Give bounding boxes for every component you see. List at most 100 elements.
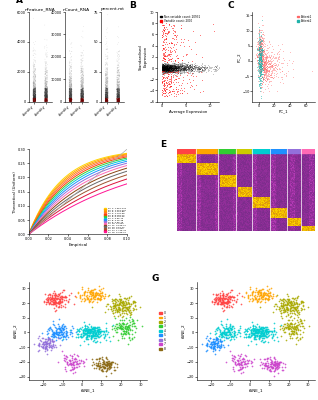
Point bbox=[212, 63, 217, 70]
Point bbox=[68, 93, 73, 100]
Point bbox=[200, 68, 205, 74]
Point bbox=[214, 63, 219, 70]
Point bbox=[70, 360, 75, 366]
Point bbox=[281, 329, 287, 335]
Point bbox=[31, 83, 36, 90]
Point bbox=[56, 328, 61, 335]
Point bbox=[162, 81, 167, 88]
Point bbox=[33, 96, 38, 102]
Point bbox=[107, 360, 112, 367]
Point bbox=[260, 49, 265, 56]
Point bbox=[259, 34, 264, 40]
Point bbox=[68, 98, 73, 105]
PC 12: 0.5e-12: (0.00402, 0.0158): 0.5e-12: (0.00402, 0.0158) bbox=[31, 228, 34, 232]
Point bbox=[178, 60, 183, 66]
Point bbox=[45, 93, 50, 99]
Point bbox=[79, 96, 84, 103]
Point bbox=[227, 293, 232, 299]
Point bbox=[162, 65, 167, 72]
Point bbox=[44, 92, 49, 98]
Point bbox=[116, 92, 121, 98]
Point bbox=[256, 58, 261, 64]
Point bbox=[114, 90, 120, 96]
Point bbox=[169, 67, 175, 73]
Point bbox=[164, 64, 169, 70]
Point bbox=[81, 89, 86, 95]
Point bbox=[168, 64, 173, 71]
Point bbox=[31, 90, 37, 96]
Point bbox=[123, 324, 128, 331]
Point bbox=[78, 81, 83, 87]
Point bbox=[31, 92, 37, 99]
Point bbox=[105, 367, 110, 373]
Point bbox=[162, 66, 167, 73]
Point bbox=[260, 52, 265, 58]
Point bbox=[164, 66, 169, 73]
Point bbox=[284, 73, 289, 79]
Point bbox=[32, 86, 38, 92]
Point bbox=[133, 299, 138, 305]
Point bbox=[164, 65, 169, 72]
Point bbox=[31, 98, 36, 104]
Point bbox=[257, 62, 262, 68]
Point bbox=[116, 67, 121, 74]
Point bbox=[44, 96, 49, 102]
Point bbox=[100, 366, 105, 372]
Point bbox=[31, 94, 36, 100]
Point bbox=[114, 96, 120, 103]
Point bbox=[79, 90, 84, 96]
Point bbox=[168, 66, 173, 73]
Point bbox=[79, 97, 84, 103]
Point bbox=[44, 95, 49, 102]
Point bbox=[167, 64, 172, 70]
Point bbox=[175, 69, 180, 76]
Point bbox=[264, 295, 269, 302]
Point bbox=[105, 74, 110, 80]
Point bbox=[116, 98, 121, 105]
Point bbox=[116, 96, 121, 102]
Point bbox=[190, 61, 195, 67]
Point bbox=[45, 98, 50, 104]
Point bbox=[204, 69, 209, 76]
Point bbox=[53, 299, 58, 305]
Point bbox=[69, 82, 74, 88]
Point bbox=[115, 94, 120, 100]
Point bbox=[285, 67, 290, 74]
Point bbox=[184, 64, 189, 71]
Point bbox=[105, 86, 110, 92]
Point bbox=[209, 64, 214, 71]
Point bbox=[116, 98, 121, 104]
Point bbox=[263, 333, 268, 340]
Point bbox=[31, 91, 36, 98]
Point bbox=[229, 323, 234, 330]
Point bbox=[164, 63, 169, 69]
Point bbox=[103, 89, 108, 96]
Point bbox=[160, 64, 165, 70]
Point bbox=[280, 366, 285, 373]
Point bbox=[43, 94, 48, 101]
Point bbox=[32, 94, 38, 100]
Point bbox=[116, 96, 121, 102]
Point bbox=[171, 62, 176, 68]
Point bbox=[176, 63, 181, 70]
Point bbox=[259, 293, 264, 300]
Point bbox=[256, 38, 261, 45]
Point bbox=[105, 75, 110, 82]
Point bbox=[96, 357, 101, 364]
Point bbox=[67, 92, 72, 99]
Point bbox=[80, 78, 85, 84]
Point bbox=[168, 65, 173, 72]
Point bbox=[165, 73, 170, 80]
Point bbox=[80, 96, 85, 103]
Point bbox=[258, 82, 263, 88]
Point bbox=[286, 324, 291, 330]
Point bbox=[219, 330, 225, 336]
Point bbox=[33, 90, 38, 97]
Point bbox=[181, 69, 186, 75]
Point bbox=[161, 64, 166, 70]
Point bbox=[67, 94, 72, 101]
Point bbox=[86, 332, 91, 338]
Point bbox=[92, 332, 97, 338]
Point bbox=[50, 298, 55, 305]
Point bbox=[44, 97, 49, 103]
